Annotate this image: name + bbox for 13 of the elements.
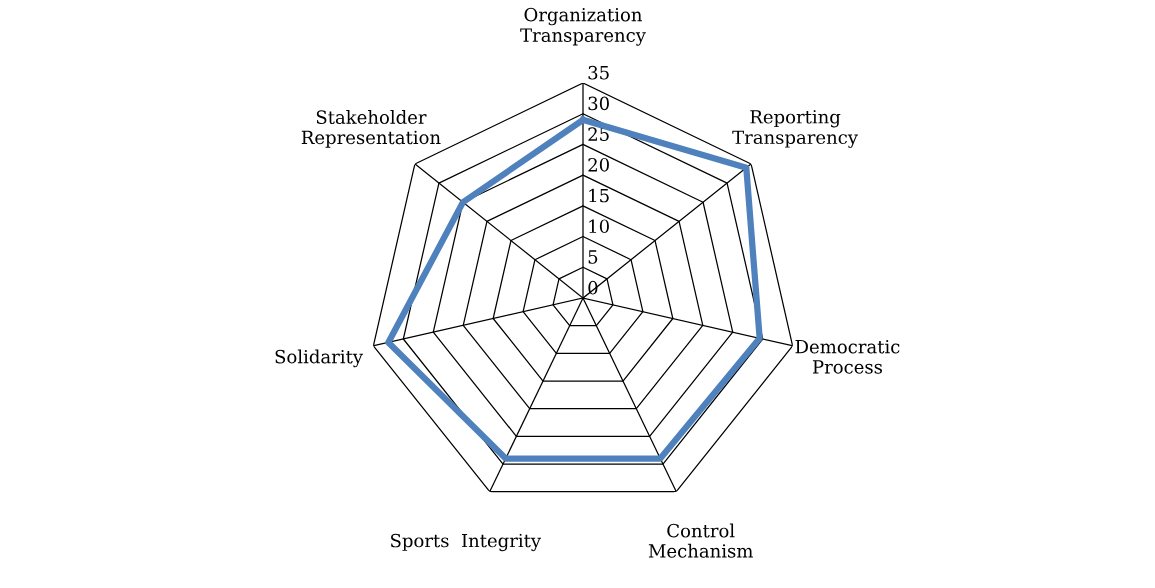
y-tick-label: 10	[589, 219, 609, 234]
spoke-label: Solidarity	[275, 349, 363, 368]
spoke-label: Sports Integrity	[391, 533, 542, 552]
y-tick-label: 35	[588, 65, 609, 80]
y-tick-label: 5	[588, 250, 598, 264]
spoke-label: Democratic Process	[795, 339, 900, 374]
y-tick-label: 20	[588, 157, 609, 172]
spoke-label: Stakeholder Representation	[301, 110, 441, 148]
y-tick-label: 30	[588, 96, 609, 111]
spoke-label: Control Mechanism	[648, 523, 753, 558]
spoke-label: Organization Transparency	[520, 7, 646, 46]
y-tick-label: 15	[589, 188, 609, 203]
spoke-label: Reporting Transparency	[732, 110, 858, 148]
